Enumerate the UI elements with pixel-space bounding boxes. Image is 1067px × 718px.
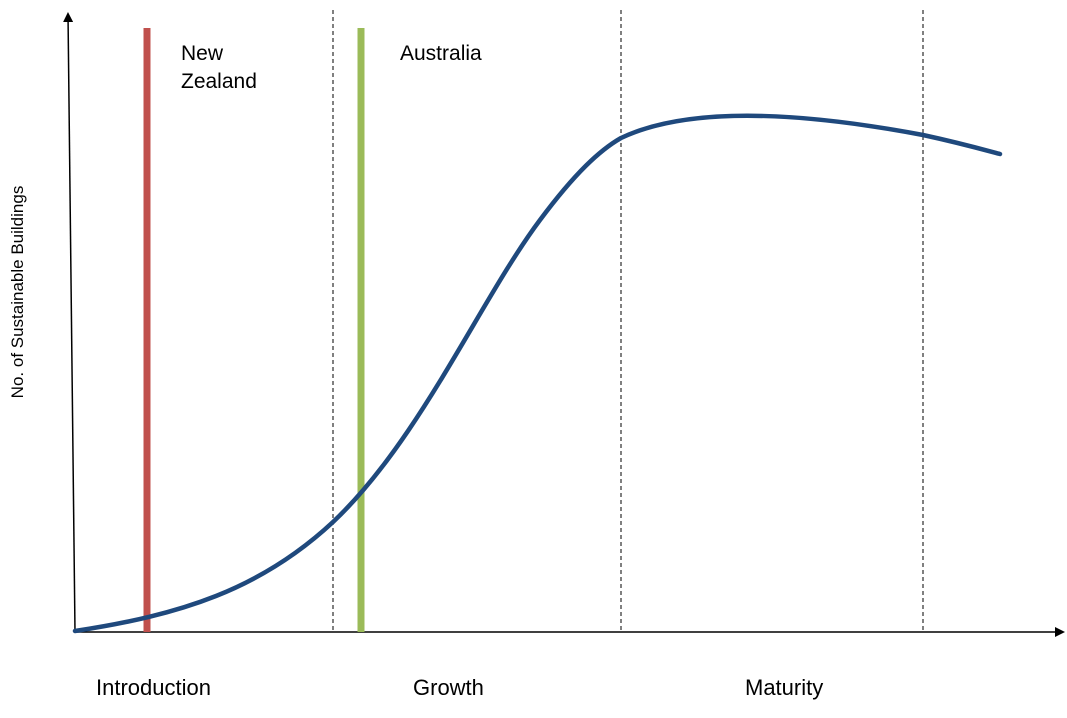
- marker-label-new-zealand-line-2: Zealand: [181, 70, 257, 93]
- adoption-curve: [72, 113, 1003, 634]
- y-axis-label: No. of Sustainable Buildings: [8, 186, 27, 399]
- marker-label-new-zealand-line-1: New: [181, 42, 224, 65]
- marker-label-australia: Australia: [400, 42, 482, 65]
- stage-label-introduction: Introduction: [96, 675, 211, 700]
- marker-label-new-zealand: New Zealand: [181, 42, 257, 93]
- y-axis: [63, 12, 76, 633]
- stage-label-growth: Growth: [413, 675, 484, 700]
- stage-label-maturity: Maturity: [745, 675, 823, 700]
